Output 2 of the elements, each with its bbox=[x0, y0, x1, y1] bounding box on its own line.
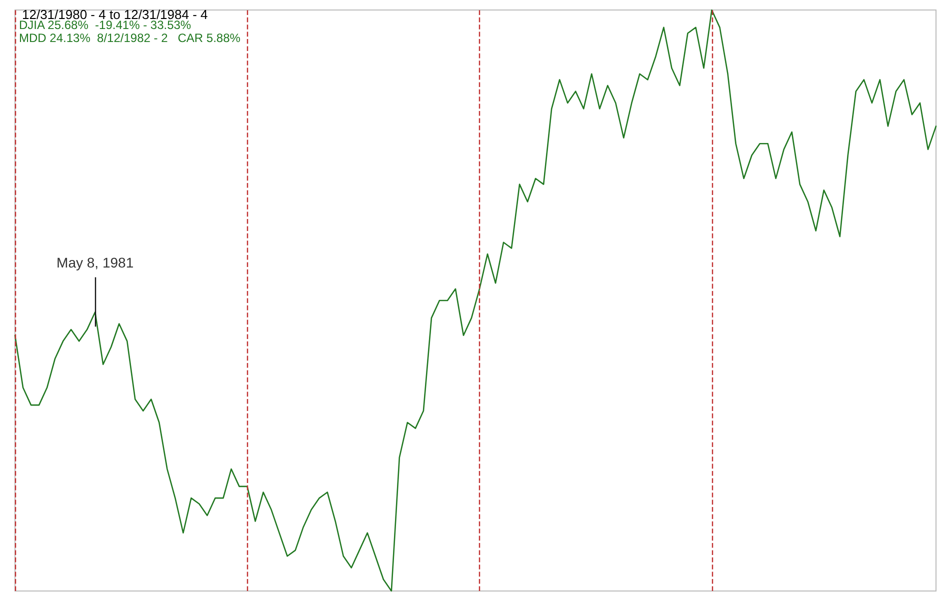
annotation: MDD 24.13% 8/12/1982 - 2 CAR 5.88% bbox=[19, 31, 241, 45]
annotation: May 8, 1981 bbox=[56, 254, 134, 270]
